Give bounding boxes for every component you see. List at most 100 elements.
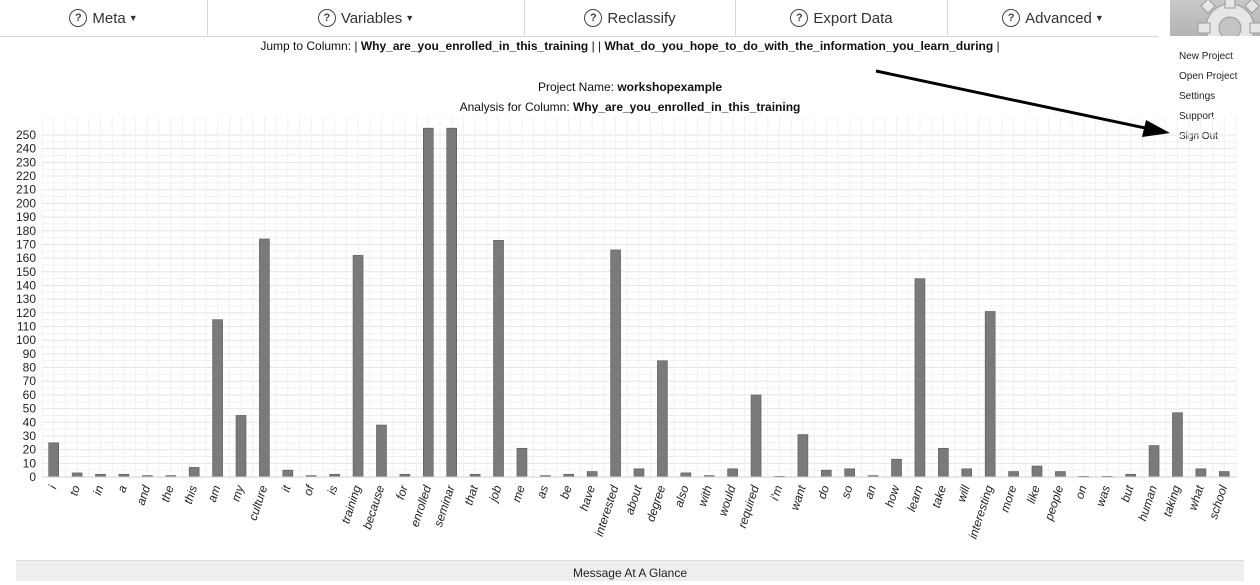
analysis-column-value: Why_are_you_enrolled_in_this_training — [572, 100, 801, 114]
y-tick-label: 40 — [23, 415, 37, 429]
bar-learn[interactable] — [914, 278, 926, 478]
bar-so[interactable] — [844, 468, 856, 478]
y-tick-label: 140 — [16, 278, 36, 292]
nav-reclassify-button[interactable]: ? Reclassify — [525, 0, 736, 36]
x-tick-label: am — [205, 484, 223, 504]
bar-have[interactable] — [586, 471, 598, 478]
bar-am[interactable] — [212, 319, 223, 478]
menu-item-settings[interactable]: Settings — [1179, 91, 1216, 102]
x-tick-label: of — [301, 482, 318, 497]
y-tick-label: 70 — [23, 374, 37, 388]
bar-interesting[interactable] — [984, 311, 996, 478]
bar-what[interactable] — [1195, 468, 1207, 478]
x-tick-label: people — [1042, 483, 1067, 523]
analysis-label: Analysis for Column: — [459, 100, 573, 114]
x-tick-label: required — [735, 483, 762, 530]
nav-export-data-button[interactable]: ? Export Data — [736, 0, 948, 36]
bar-degree[interactable] — [657, 360, 668, 478]
bar-it[interactable] — [282, 469, 294, 478]
y-tick-label: 90 — [23, 347, 37, 361]
menu-item-support[interactable]: Support — [1179, 111, 1215, 122]
y-tick-label: 50 — [23, 402, 37, 416]
nav-variables-button[interactable]: ? Variables ▼ — [208, 0, 525, 36]
x-tick-label: in — [90, 483, 106, 497]
y-tick-label: 220 — [16, 169, 36, 183]
jump-link-enrolled[interactable]: Why_are_you_enrolled_in_this_training — [360, 39, 589, 53]
menu-item-new-project[interactable]: New Project — [1179, 51, 1233, 62]
bar-job[interactable] — [493, 240, 504, 478]
caret-down-icon: ▼ — [405, 13, 415, 23]
x-tick-label: was — [1093, 484, 1113, 509]
nav-meta-button[interactable]: ? Meta ▼ — [0, 0, 208, 36]
jump-prefix: Jump to Column: | — [260, 39, 361, 53]
bar-take[interactable] — [938, 447, 949, 478]
nav-advanced-button[interactable]: ? Advanced ▼ — [948, 0, 1158, 36]
x-tick-label: school — [1206, 483, 1230, 521]
x-tick-label: the — [158, 483, 177, 504]
x-tick-label: want — [788, 483, 809, 512]
bar-also[interactable] — [680, 472, 692, 478]
x-tick-label: be — [557, 483, 575, 500]
x-tick-label: with — [695, 483, 715, 508]
bar-school[interactable] — [1218, 471, 1230, 478]
message-at-a-glance-bar[interactable]: Message At A Glance — [16, 560, 1244, 581]
bar-me[interactable] — [516, 447, 528, 478]
bar-more[interactable] — [1008, 471, 1019, 478]
bar-this[interactable] — [188, 467, 200, 478]
bar-culture[interactable] — [259, 238, 270, 478]
bar-people[interactable] — [1055, 471, 1066, 478]
bar-about[interactable] — [633, 468, 645, 478]
x-tick-label: about — [622, 483, 645, 517]
help-icon: ? — [584, 9, 603, 27]
x-tick-label: an — [862, 483, 880, 500]
x-tick-label: have — [577, 483, 598, 512]
x-tick-label: do — [815, 483, 833, 500]
x-tick-label: enrolled — [408, 483, 435, 528]
bar-training[interactable] — [352, 255, 364, 478]
top-nav: ? Meta ▼? Variables ▼? Reclassify? Export Data… — [0, 0, 1158, 37]
y-tick-label: 60 — [23, 388, 37, 402]
help-icon: ? — [317, 9, 336, 27]
x-tick-label: a — [114, 483, 129, 494]
x-tick-label: so — [838, 483, 855, 500]
x-tick-label: will — [954, 483, 973, 503]
x-tick-label: take — [929, 483, 949, 509]
settings-gear-button[interactable] — [1170, 0, 1260, 36]
nav-label: Reclassify — [607, 9, 676, 27]
bottom-bar-label: Message At A Glance — [572, 566, 688, 580]
bar-to[interactable] — [71, 472, 83, 478]
x-tick-label: human — [1135, 483, 1160, 523]
bar-interested[interactable] — [610, 249, 621, 478]
y-tick-label: 200 — [16, 196, 36, 210]
x-tick-label: what — [1186, 483, 1207, 512]
bar-enrolled[interactable] — [422, 127, 434, 478]
x-tick-label: degree — [643, 483, 668, 523]
project-name-label: Project Name: — [537, 80, 618, 94]
y-tick-label: 150 — [16, 265, 36, 279]
bar-would[interactable] — [727, 468, 738, 478]
x-tick-label: to — [67, 483, 84, 497]
bar-my[interactable] — [235, 415, 247, 478]
jump-suffix: | — [993, 39, 1000, 53]
x-tick-label: for — [393, 483, 411, 502]
bar-like[interactable] — [1031, 465, 1043, 478]
x-tick-label: how — [882, 482, 903, 509]
bar-do[interactable] — [820, 469, 832, 478]
bar-required[interactable] — [750, 394, 762, 478]
x-tick-label: i'm — [767, 484, 785, 503]
settings-dropdown-menu: New Project Open Project Settings Suppor… — [1179, 49, 1237, 149]
x-tick-label: job — [486, 483, 505, 505]
bar-taking[interactable] — [1172, 412, 1183, 478]
bar-how[interactable] — [891, 458, 902, 478]
bar-seminar[interactable] — [446, 127, 458, 478]
bar-human[interactable] — [1148, 445, 1160, 478]
jump-link-hope[interactable]: What_do_you_hope_to_do_with_the_informat… — [604, 39, 994, 53]
menu-item-sign-out[interactable]: Sign Out — [1179, 131, 1218, 142]
y-tick-label: 120 — [16, 306, 36, 320]
bar-because[interactable] — [376, 424, 387, 478]
bar-want[interactable] — [797, 434, 809, 478]
bar-will[interactable] — [961, 468, 973, 478]
x-tick-label: culture — [246, 483, 271, 522]
menu-item-open-project[interactable]: Open Project — [1179, 71, 1238, 82]
bar-i[interactable] — [48, 442, 60, 478]
